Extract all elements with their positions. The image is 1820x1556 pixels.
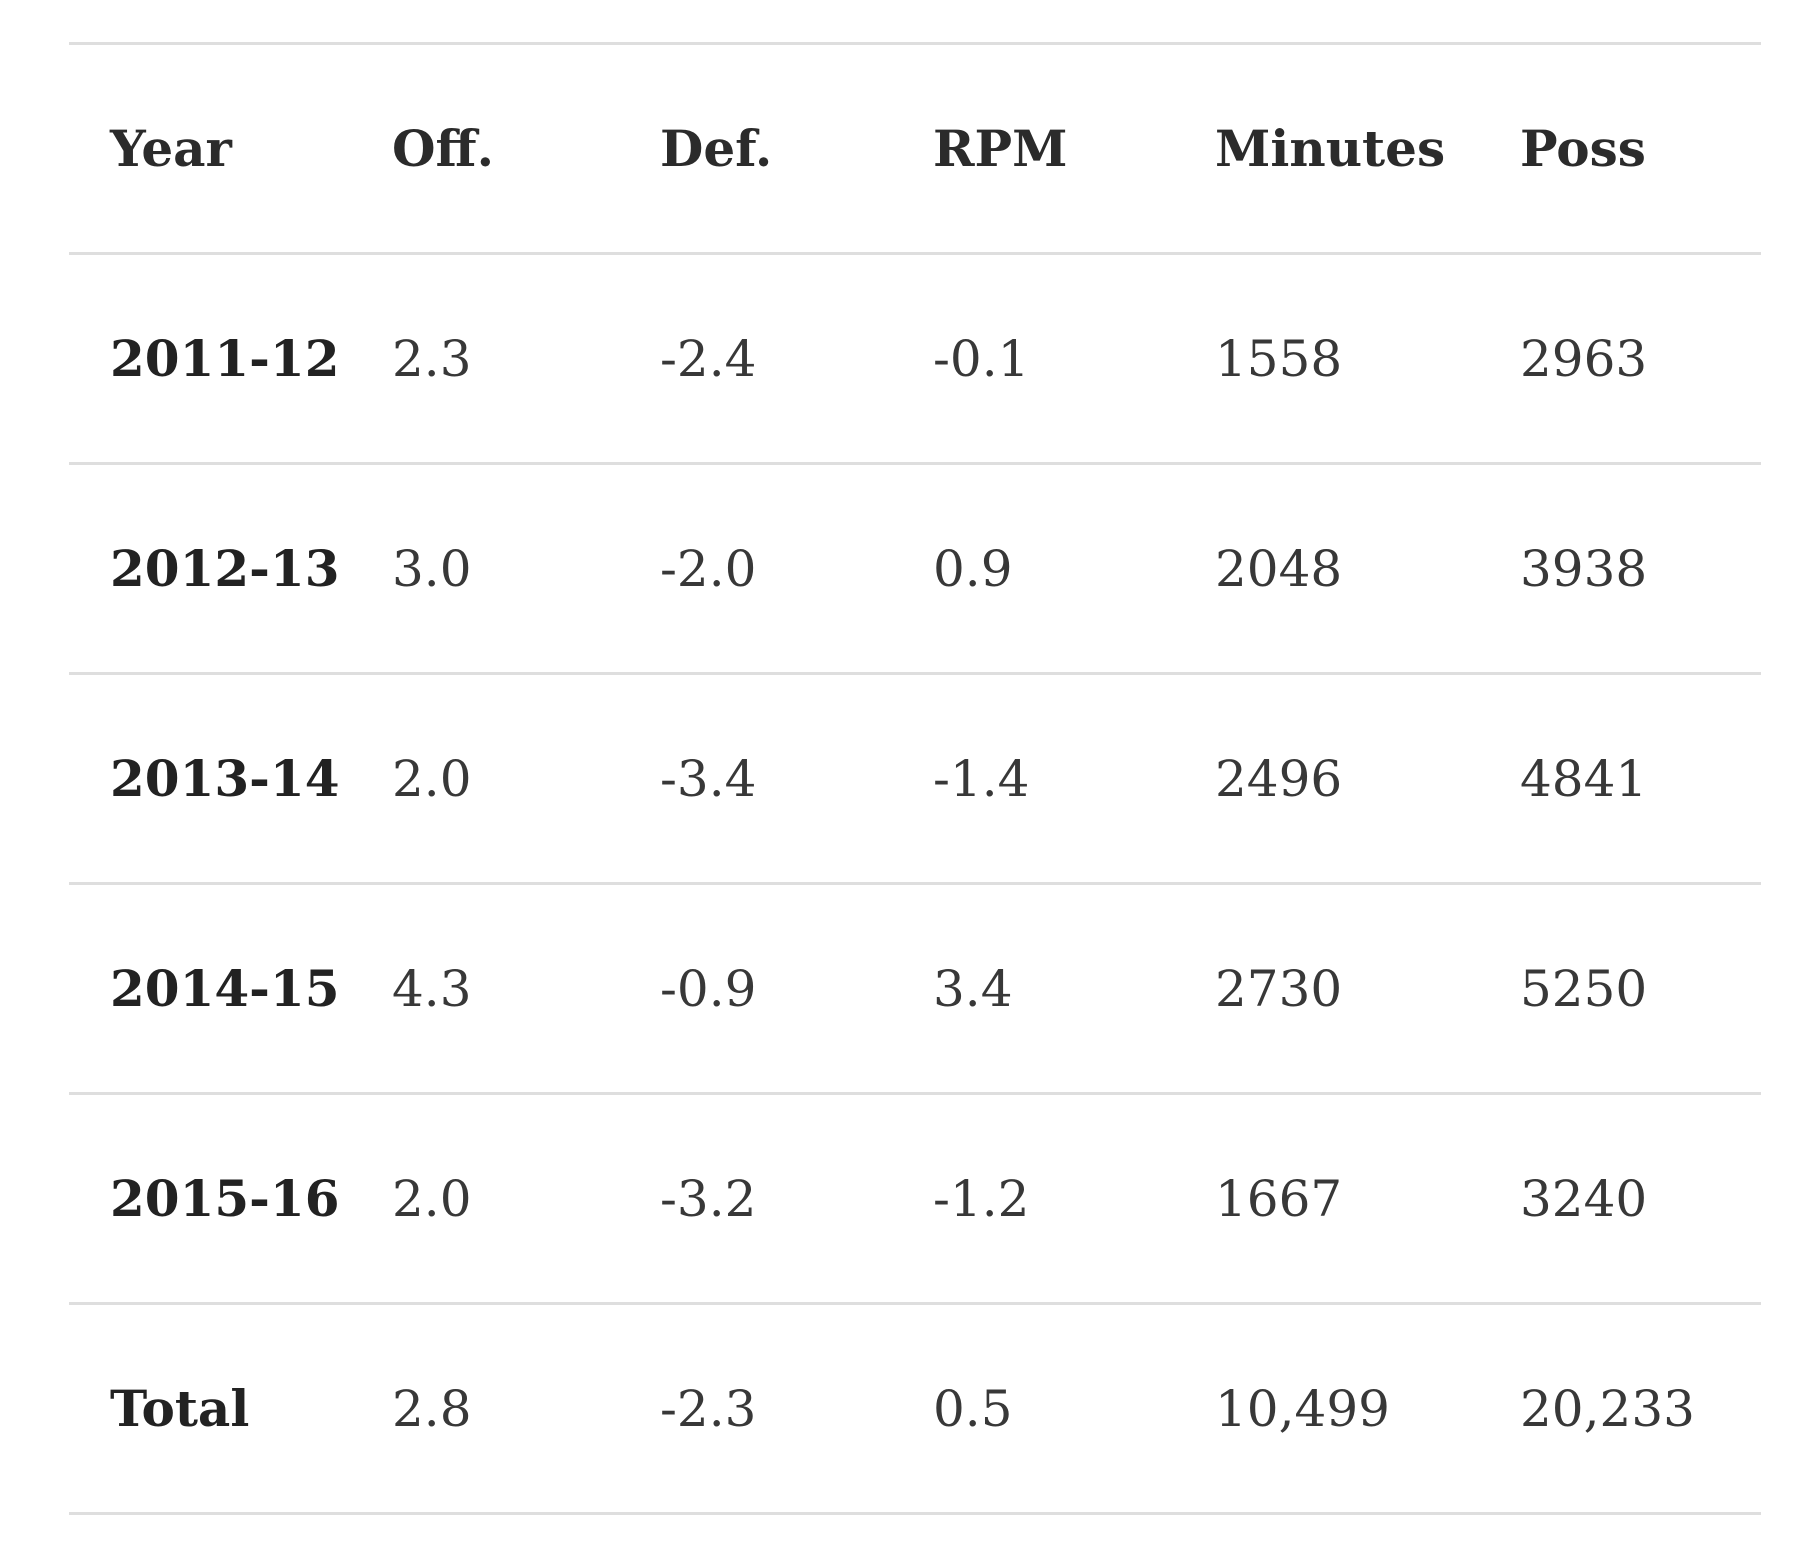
minutes-cell: 1667 xyxy=(1174,1092,1479,1304)
rpm-stats-table: Year Off. Def. RPM Minutes Poss 2011-12 … xyxy=(69,42,1761,1515)
minutes-cell: 2730 xyxy=(1174,882,1479,1094)
table-row: 2015-16 2.0 -3.2 -1.2 1667 3240 xyxy=(69,1092,1761,1304)
year-cell: 2011-12 xyxy=(69,252,351,464)
header-poss: Poss xyxy=(1479,42,1761,254)
year-cell: 2014-15 xyxy=(69,882,351,1094)
minutes-cell: 2496 xyxy=(1174,672,1479,884)
header-minutes: Minutes xyxy=(1174,42,1479,254)
table-header: Year Off. Def. RPM Minutes Poss xyxy=(69,42,1761,254)
header-row: Year Off. Def. RPM Minutes Poss xyxy=(69,42,1761,254)
poss-cell: 5250 xyxy=(1479,882,1761,1094)
def-cell: -3.4 xyxy=(619,672,892,884)
total-label-cell: Total xyxy=(69,1302,351,1515)
table-body: 2011-12 2.3 -2.4 -0.1 1558 2963 2012-13 … xyxy=(69,252,1761,1515)
rpm-cell: 3.4 xyxy=(892,882,1174,1094)
year-cell: 2015-16 xyxy=(69,1092,351,1304)
rpm-cell: -0.1 xyxy=(892,252,1174,464)
def-cell: -2.3 xyxy=(619,1302,892,1515)
table-row: 2011-12 2.3 -2.4 -0.1 1558 2963 xyxy=(69,252,1761,464)
poss-cell: 20,233 xyxy=(1479,1302,1761,1515)
off-cell: 4.3 xyxy=(351,882,619,1094)
poss-cell: 4841 xyxy=(1479,672,1761,884)
table-row: 2013-14 2.0 -3.4 -1.4 2496 4841 xyxy=(69,672,1761,884)
poss-cell: 2963 xyxy=(1479,252,1761,464)
table-row-total: Total 2.8 -2.3 0.5 10,499 20,233 xyxy=(69,1302,1761,1515)
minutes-cell: 2048 xyxy=(1174,462,1479,674)
poss-cell: 3938 xyxy=(1479,462,1761,674)
off-cell: 2.3 xyxy=(351,252,619,464)
header-def: Def. xyxy=(619,42,892,254)
off-cell: 2.8 xyxy=(351,1302,619,1515)
header-rpm: RPM xyxy=(892,42,1174,254)
def-cell: -3.2 xyxy=(619,1092,892,1304)
table-row: 2014-15 4.3 -0.9 3.4 2730 5250 xyxy=(69,882,1761,1094)
def-cell: -2.4 xyxy=(619,252,892,464)
year-cell: 2013-14 xyxy=(69,672,351,884)
off-cell: 3.0 xyxy=(351,462,619,674)
rpm-cell: -1.4 xyxy=(892,672,1174,884)
off-cell: 2.0 xyxy=(351,672,619,884)
year-cell: 2012-13 xyxy=(69,462,351,674)
rpm-cell: -1.2 xyxy=(892,1092,1174,1304)
header-year: Year xyxy=(69,42,351,254)
rpm-cell: 0.9 xyxy=(892,462,1174,674)
off-cell: 2.0 xyxy=(351,1092,619,1304)
table-row: 2012-13 3.0 -2.0 0.9 2048 3938 xyxy=(69,462,1761,674)
header-off: Off. xyxy=(351,42,619,254)
def-cell: -2.0 xyxy=(619,462,892,674)
minutes-cell: 10,499 xyxy=(1174,1302,1479,1515)
minutes-cell: 1558 xyxy=(1174,252,1479,464)
rpm-cell: 0.5 xyxy=(892,1302,1174,1515)
poss-cell: 3240 xyxy=(1479,1092,1761,1304)
def-cell: -0.9 xyxy=(619,882,892,1094)
